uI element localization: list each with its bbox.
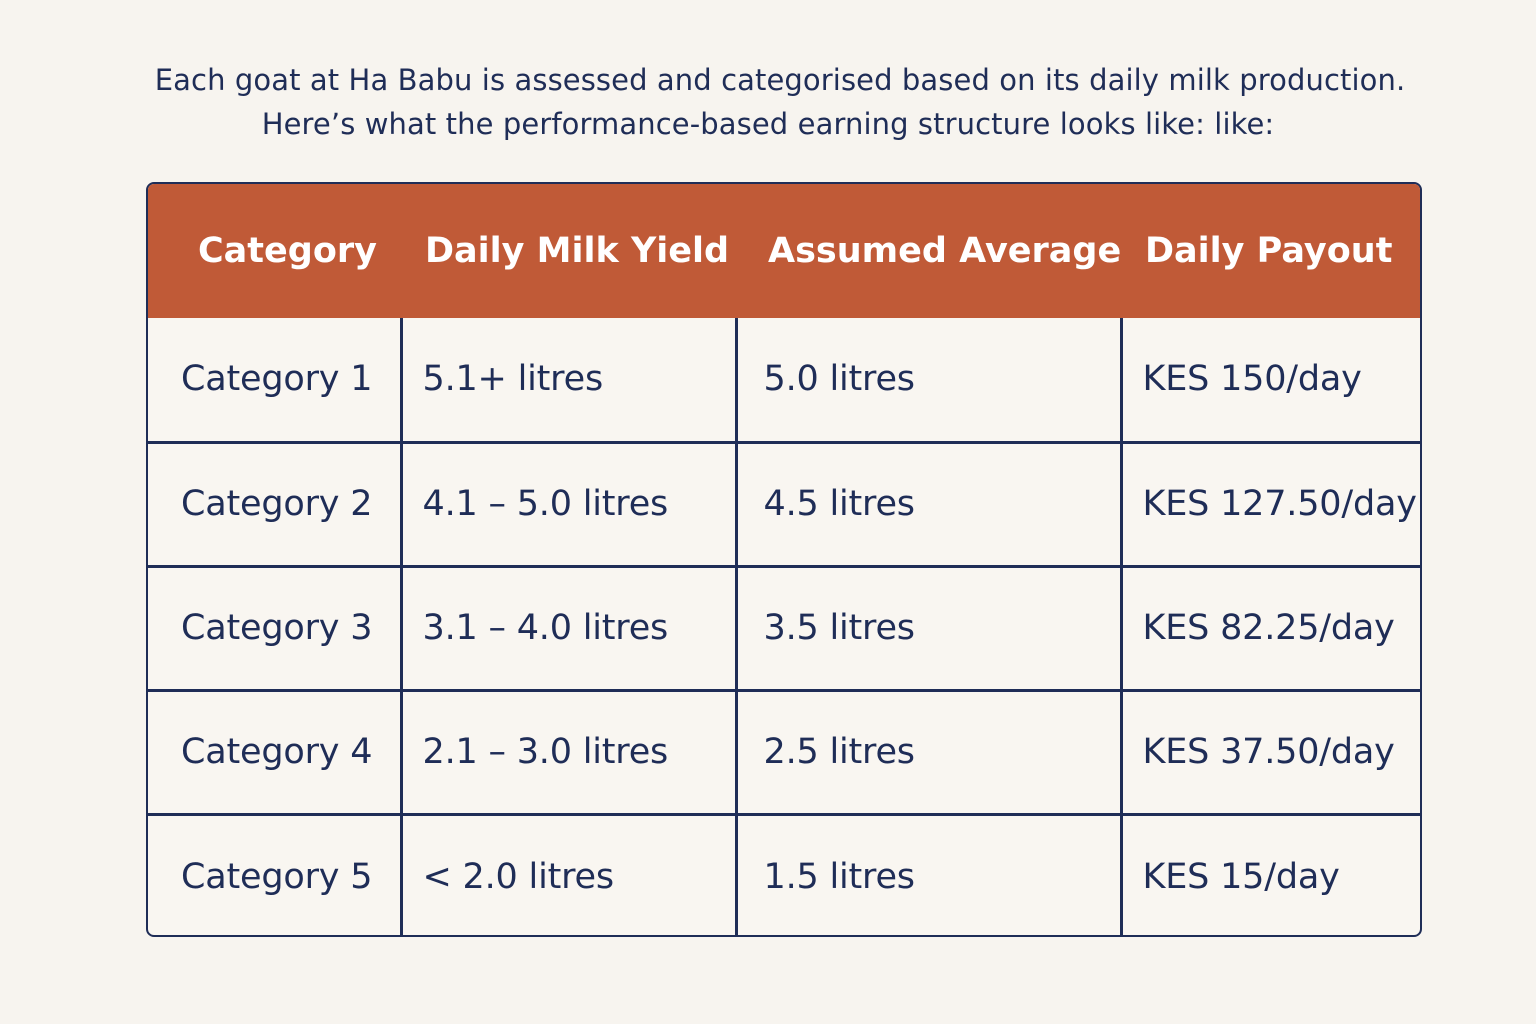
cell-assumed-average: 2.5 litres — [736, 690, 1123, 816]
cell-category: Category 3 — [148, 566, 403, 692]
cell-daily-payout: KES 82.25/day — [1121, 566, 1420, 692]
table-row: Category 1 5.1+ litres 5.0 litres KES 15… — [148, 318, 1420, 444]
table-row: Category 5 < 2.0 litres 1.5 litres KES 1… — [148, 814, 1420, 935]
table-row: Category 2 4.1 – 5.0 litres 4.5 litres K… — [148, 442, 1420, 568]
cell-daily-milk-yield: 4.1 – 5.0 litres — [401, 442, 738, 568]
intro-text: Each goat at Ha Babu is assessed and cat… — [0, 58, 1536, 146]
cell-category: Category 4 — [148, 690, 403, 816]
intro-line-2: Here’s what the performance-based earnin… — [261, 107, 1275, 141]
payout-table: Category Daily Milk Yield Assumed Averag… — [146, 182, 1422, 937]
table-body: Category 1 5.1+ litres 5.0 litres KES 15… — [148, 318, 1420, 935]
header-daily-milk-yield: Daily Milk Yield — [425, 231, 730, 271]
cell-daily-payout: KES 150/day — [1121, 318, 1420, 444]
header-category: Category — [198, 231, 377, 271]
cell-assumed-average: 1.5 litres — [736, 814, 1123, 935]
cell-category: Category 1 — [148, 318, 403, 444]
cell-category: Category 5 — [148, 814, 403, 935]
cell-daily-milk-yield: < 2.0 litres — [401, 814, 738, 935]
header-daily-payout: Daily Payout — [1145, 231, 1393, 271]
cell-daily-payout: KES 127.50/day — [1121, 442, 1420, 568]
table-row: Category 3 3.1 – 4.0 litres 3.5 litres K… — [148, 566, 1420, 692]
cell-daily-milk-yield: 2.1 – 3.0 litres — [401, 690, 738, 816]
cell-daily-payout: KES 15/day — [1142, 856, 1340, 897]
table-row: Category 4 2.1 – 3.0 litres 2.5 litres K… — [148, 690, 1420, 816]
cell-daily-payout: KES 37.50/day — [1121, 690, 1420, 816]
cell-daily-milk-yield: 5.1+ litres — [401, 318, 738, 444]
header-row: Category Daily Milk Yield Assumed Averag… — [148, 184, 1420, 318]
cell-category: Category 2 — [148, 442, 403, 568]
cell-assumed-average: 5.0 litres — [736, 318, 1123, 444]
cell-daily-milk-yield: 3.1 – 4.0 litres — [401, 566, 738, 692]
cell-assumed-average: 4.5 litres — [736, 442, 1123, 568]
table-header: Category Daily Milk Yield Assumed Averag… — [148, 184, 1420, 318]
cell-assumed-average: 3.5 litres — [736, 566, 1123, 692]
intro-line-1: Each goat at Ha Babu is assessed and cat… — [154, 63, 1406, 97]
header-assumed-average: Assumed Average — [768, 231, 1122, 271]
